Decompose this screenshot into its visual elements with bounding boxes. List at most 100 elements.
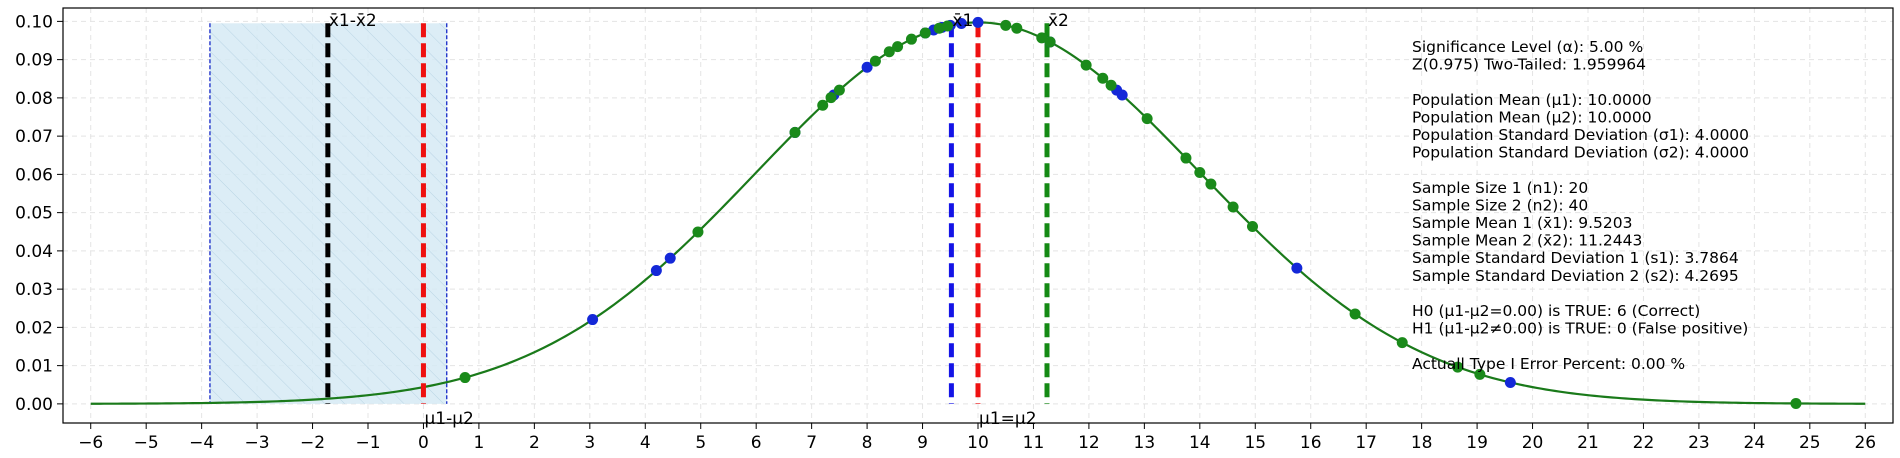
reference-line-label: μ1-μ2 — [424, 409, 473, 429]
sample1-point — [650, 265, 662, 277]
x-tick-label: 25 — [1799, 433, 1821, 453]
sample2-point — [1474, 368, 1486, 380]
stat-line: Population Standard Deviation (σ1): 4.00… — [1412, 126, 1749, 144]
y-tick-label: 0.10 — [15, 12, 53, 32]
statistics-panel: Significance Level (α): 5.00 %Z(0.975) T… — [1412, 38, 1749, 373]
sample2-point — [692, 226, 704, 238]
sample2-point — [1000, 19, 1012, 31]
reference-line-labels: x̄1-x̄2 μ1-μ2 x̄1 μ1=μ2 x̄2 — [329, 11, 1069, 429]
sample2-point — [919, 27, 931, 39]
sample-points — [459, 16, 1802, 409]
x-tick-label: 10 — [967, 433, 989, 453]
sample1-point — [955, 17, 967, 29]
sample2-point — [892, 41, 904, 53]
x-tick-label: 8 — [862, 433, 873, 453]
y-tick-label: 0.05 — [15, 204, 53, 224]
x-tick-label: 22 — [1633, 433, 1655, 453]
y-tick-label: 0.08 — [15, 89, 53, 109]
sample2-point — [1141, 113, 1153, 125]
sample2-point — [825, 92, 837, 104]
sample1-point — [664, 252, 676, 264]
sample2-point — [459, 372, 471, 384]
reference-line-label: x̄1 — [952, 11, 973, 31]
stat-line: Population Mean (μ1): 10.0000 — [1412, 91, 1652, 109]
x-tick-label: 17 — [1355, 433, 1377, 453]
axes: −6 −5 −4 −3 −2 −1 0 1 2 3 4 5 6 7 8 9 10 11 12 13 14 15 16 17 18… — [15, 12, 1876, 453]
y-tick-label: 0.03 — [15, 280, 53, 300]
x-tick-label: 11 — [1023, 433, 1045, 453]
stat-line: Z(0.975) Two-Tailed: 1.959964 — [1412, 56, 1646, 74]
x-tick-label: 18 — [1411, 433, 1433, 453]
sample2-point — [933, 22, 945, 34]
y-tick-label: 0.07 — [15, 127, 53, 147]
stat-line: Population Mean (μ2): 10.0000 — [1412, 108, 1652, 126]
reference-lines — [325, 23, 1050, 404]
sample2-point — [1205, 178, 1217, 190]
sample2-point — [1036, 32, 1048, 44]
sample1-point — [1291, 262, 1303, 274]
stat-line: Significance Level (α): 5.00 % — [1412, 38, 1643, 56]
x-tick-label: 12 — [1078, 433, 1100, 453]
y-tick-label: 0.06 — [15, 165, 53, 185]
x-tick-label: 4 — [640, 433, 651, 453]
sample2-point — [789, 126, 801, 138]
stat-line: Sample Size 1 (n1): 20 — [1412, 179, 1588, 197]
x-tick-label: 7 — [806, 433, 817, 453]
sample1-point — [587, 314, 599, 326]
sample2-point — [1349, 308, 1361, 320]
stat-line: Sample Mean 2 (x̄2): 11.2443 — [1412, 232, 1642, 250]
x-tick-label: 15 — [1244, 433, 1266, 453]
sample2-point — [1080, 59, 1092, 71]
sample2-point — [1227, 201, 1239, 213]
sample2-point — [1194, 166, 1206, 178]
x-tick-label: 23 — [1688, 433, 1710, 453]
x-tick-label: 13 — [1134, 433, 1156, 453]
sample2-point — [1011, 22, 1023, 34]
sample1-point — [1116, 89, 1128, 101]
x-tick-label: 0 — [418, 433, 429, 453]
y-tick-label: 0.09 — [15, 51, 53, 71]
sample2-point — [1452, 361, 1464, 373]
x-tick-label: 16 — [1300, 433, 1322, 453]
x-tick-label: 19 — [1466, 433, 1488, 453]
stat-line: Sample Standard Deviation 1 (s1): 3.7864 — [1412, 249, 1739, 267]
x-tick-label: 14 — [1189, 433, 1211, 453]
x-tick-label: 3 — [584, 433, 595, 453]
stat-line: Population Standard Deviation (σ2): 4.00… — [1412, 144, 1749, 162]
y-tick-label: 0.00 — [15, 395, 53, 415]
y-tick-label: 0.04 — [15, 242, 53, 262]
sample2-point — [942, 20, 953, 32]
sample1-point — [1504, 376, 1516, 388]
stat-line: H1 (μ1-μ2≠0.00) is TRUE: 0 (False positi… — [1412, 320, 1748, 338]
stat-line: H0 (μ1-μ2=0.00) is TRUE: 6 (Correct) — [1412, 302, 1700, 320]
reference-line-label: x̄2 — [1048, 11, 1069, 31]
sample2-point — [1180, 152, 1192, 164]
x-tick-label: 5 — [695, 433, 706, 453]
y-tick-label: 0.01 — [15, 357, 53, 377]
sample2-point — [1790, 397, 1802, 409]
x-tick-label: 6 — [751, 433, 762, 453]
x-tick-label: 2 — [529, 433, 540, 453]
x-tick-label: 24 — [1744, 433, 1766, 453]
sample2-point — [833, 84, 845, 96]
sample2-point — [1097, 72, 1109, 84]
sample2-point — [1105, 79, 1117, 91]
sample2-point — [1247, 220, 1258, 232]
sample2-point — [1044, 36, 1056, 48]
sample2-point — [817, 99, 829, 111]
y-tick-label: 0.02 — [15, 318, 53, 338]
x-tick-label: −5 — [134, 433, 159, 453]
x-tick-label: 21 — [1577, 433, 1599, 453]
x-tick-label: 20 — [1522, 433, 1544, 453]
x-tick-label: −1 — [355, 433, 380, 453]
sample1-point — [972, 16, 984, 28]
x-tick-label: 9 — [917, 433, 928, 453]
x-tick-label: 1 — [473, 433, 484, 453]
sample2-point — [1396, 337, 1408, 349]
stat-line: Sample Size 2 (n2): 40 — [1412, 196, 1588, 214]
sample1-point — [861, 61, 873, 73]
reference-line-label: μ1=μ2 — [979, 409, 1037, 429]
stat-line: Sample Mean 1 (x̄1): 9.5203 — [1412, 214, 1633, 232]
x-tick-label: 26 — [1854, 433, 1876, 453]
